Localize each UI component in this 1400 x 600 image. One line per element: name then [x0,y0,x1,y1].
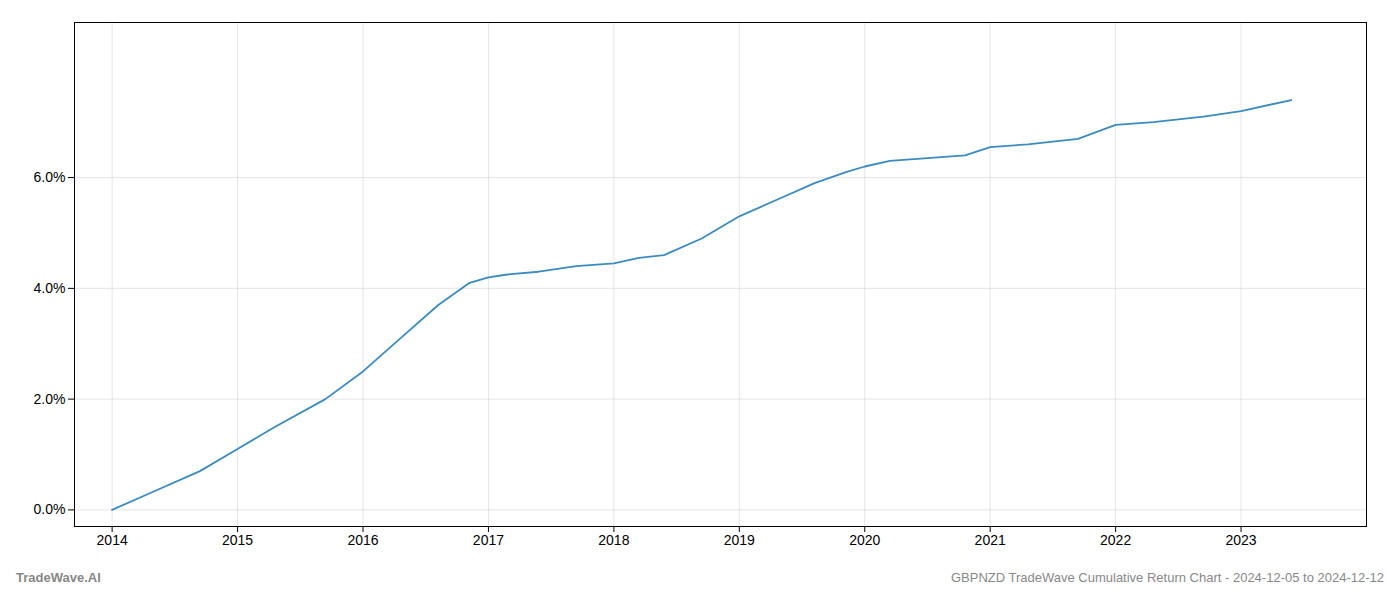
svg-text:2.0%: 2.0% [34,391,66,407]
svg-text:2015: 2015 [222,532,253,548]
svg-text:2017: 2017 [473,532,504,548]
html-text:GBPNZD TradeWave Cumulative Re: GBPNZD TradeWave Cumulative Return Chart… [950,570,1384,585]
svg-text:2022: 2022 [1100,532,1131,548]
svg-text:6.0%: 6.0% [34,169,66,185]
svg-text:2020: 2020 [849,532,880,548]
svg-text:2014: 2014 [97,532,128,548]
svg-text:2018: 2018 [598,532,629,548]
html-text:TradeWave.AI: TradeWave.AI [16,570,101,585]
svg-text:0.0%: 0.0% [34,501,66,517]
svg-text:2021: 2021 [975,532,1006,548]
svg-text:2016: 2016 [347,532,378,548]
svg-text:2023: 2023 [1225,532,1256,548]
svg-text:2019: 2019 [724,532,755,548]
svg-text:4.0%: 4.0% [34,280,66,296]
